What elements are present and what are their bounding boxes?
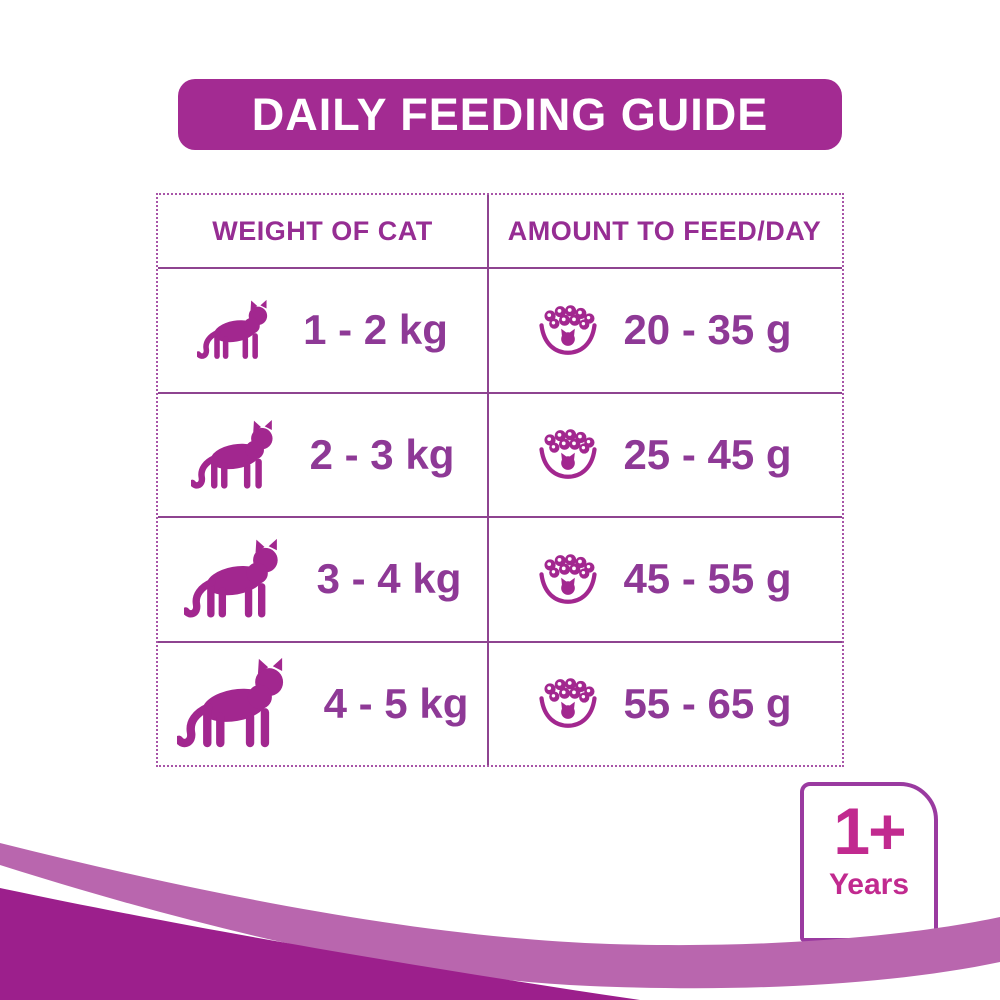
table-row: 3 - 4 kg 45 - 55 g [158, 516, 842, 641]
weight-value: 4 - 5 kg [323, 679, 469, 727]
amount-value: 25 - 45 g [623, 430, 792, 478]
weight-cell: 4 - 5 kg [158, 643, 487, 766]
column-header-weight: WEIGHT OF CAT [212, 215, 433, 246]
column-header-amount: AMOUNT TO FEED/DAY [507, 215, 822, 246]
column-divider [487, 195, 489, 765]
table-header-row: WEIGHT OF CAT AMOUNT TO FEED/DAY [158, 195, 842, 267]
amount-value: 20 - 35 g [623, 306, 792, 354]
weight-value: 1 - 2 kg [303, 306, 448, 354]
amount-cell: 55 - 65 g [487, 643, 842, 766]
cat-icon [191, 419, 284, 491]
weight-value: 3 - 4 kg [316, 555, 462, 603]
amount-value: 55 - 65 g [623, 679, 792, 727]
cat-icon [184, 538, 291, 620]
weight-value: 2 - 3 kg [309, 430, 455, 478]
amount-cell: 20 - 35 g [487, 269, 842, 392]
age-unit: Years [828, 868, 910, 901]
age-badge: 1+ Years [800, 782, 938, 942]
feeding-guide-table: WEIGHT OF CAT AMOUNT TO FEED/DAY 1 - 2 k… [156, 193, 844, 767]
food-bowl-icon [537, 553, 599, 606]
age-value: 1+ [833, 794, 906, 868]
swoosh-dark-fill [0, 888, 640, 1000]
weight-cell: 2 - 3 kg [158, 394, 487, 517]
table-row: 1 - 2 kg 20 - 35 g [158, 267, 842, 392]
cat-icon [197, 299, 277, 361]
table-row: 4 - 5 kg 55 - 65 g [158, 640, 842, 766]
table-row: 2 - 3 kg 25 - 45 g [158, 391, 842, 517]
page-title: DAILY FEEDING GUIDE [251, 88, 769, 140]
title-banner: DAILY FEEDING GUIDE [178, 79, 842, 150]
food-bowl-icon [537, 677, 599, 730]
swoosh-light-band [0, 843, 1000, 989]
food-bowl-icon [537, 304, 599, 357]
bottom-swoosh-decoration [0, 843, 1000, 1000]
cat-icon [177, 657, 298, 750]
food-bowl-icon [537, 428, 599, 481]
weight-cell: 3 - 4 kg [158, 518, 487, 641]
amount-cell: 25 - 45 g [487, 394, 842, 517]
amount-cell: 45 - 55 g [487, 518, 842, 641]
weight-cell: 1 - 2 kg [158, 269, 487, 392]
amount-value: 45 - 55 g [623, 555, 792, 603]
